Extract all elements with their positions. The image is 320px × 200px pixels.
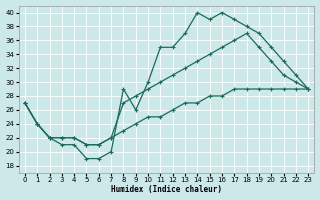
X-axis label: Humidex (Indice chaleur): Humidex (Indice chaleur) bbox=[111, 185, 222, 194]
